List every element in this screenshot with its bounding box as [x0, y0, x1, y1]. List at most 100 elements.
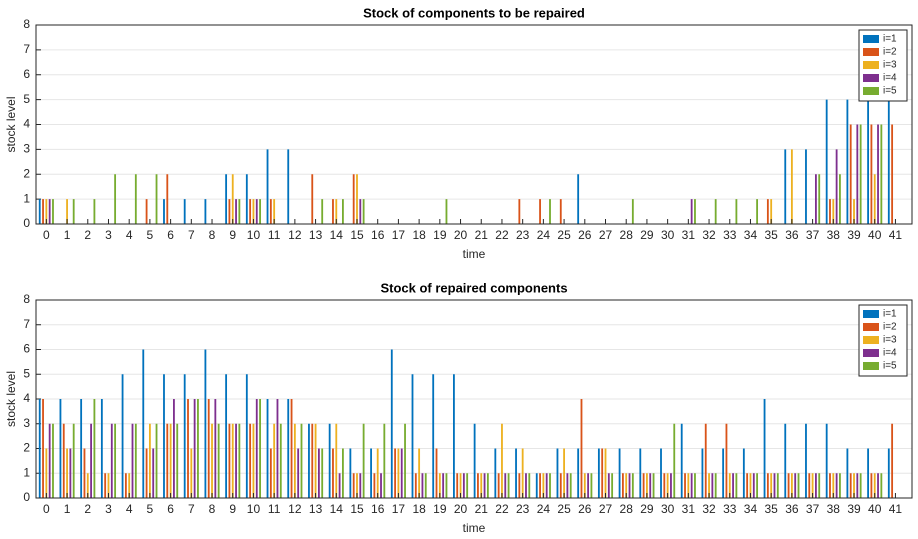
x-tick-label: 32 [702, 228, 716, 242]
bar [90, 423, 92, 498]
bar [486, 473, 489, 498]
x-tick-label: 22 [495, 228, 509, 242]
bar [421, 473, 424, 498]
bar [110, 423, 113, 498]
bar [373, 473, 376, 498]
bar [539, 199, 541, 224]
bar [114, 423, 117, 498]
bar [580, 399, 583, 498]
bar [839, 174, 841, 224]
bar [269, 199, 272, 224]
bar [607, 473, 610, 498]
bar [335, 199, 338, 224]
y-tick-label: 7 [23, 42, 30, 56]
y-axis-label: stock level [4, 96, 18, 152]
bar [870, 473, 873, 498]
bar [687, 473, 690, 498]
x-tick-label: 35 [764, 228, 778, 242]
bar [832, 473, 835, 498]
x-tick-label: 9 [229, 228, 236, 242]
bar [849, 124, 852, 224]
legend-label: i=5 [883, 86, 897, 97]
x-tick-label: 33 [723, 502, 737, 516]
bar [328, 423, 331, 498]
bar [501, 423, 503, 498]
x-tick-label: 20 [454, 228, 468, 242]
bar [853, 473, 855, 498]
bar [859, 124, 862, 224]
bar [701, 448, 704, 498]
bar [269, 448, 272, 498]
x-tick-label: 38 [827, 502, 841, 516]
x-tick-label: 39 [847, 228, 861, 242]
bar [187, 399, 189, 498]
bar [332, 448, 334, 498]
bar [649, 473, 652, 498]
bar [197, 399, 199, 498]
x-tick-label: 7 [188, 228, 195, 242]
bar [148, 423, 151, 498]
bar [100, 399, 103, 498]
bar [763, 399, 766, 498]
x-tick-label: 32 [702, 502, 716, 516]
x-tick-label: 4 [126, 502, 133, 516]
x-tick-label: 16 [371, 502, 385, 516]
bar [134, 174, 137, 224]
x-tick-label: 25 [557, 502, 571, 516]
bar [370, 448, 372, 498]
y-tick-label: 5 [23, 92, 30, 106]
bar [690, 199, 693, 224]
bar [873, 174, 876, 224]
bar [873, 473, 876, 498]
bar [231, 423, 234, 498]
bar [829, 199, 831, 224]
x-tick-label: 25 [557, 228, 571, 242]
legend-swatch [863, 61, 879, 69]
bar [846, 99, 849, 224]
bar [394, 448, 397, 498]
y-tick-label: 6 [23, 67, 30, 81]
x-tick-label: 7 [188, 502, 195, 516]
x-tick-label: 8 [209, 502, 216, 516]
bar [86, 473, 89, 498]
bar [631, 199, 634, 224]
bar [666, 473, 669, 498]
bar [145, 199, 148, 224]
x-tick-label: 30 [661, 228, 675, 242]
bar [52, 423, 54, 498]
bar [577, 174, 580, 224]
x-tick-label: 17 [392, 502, 406, 516]
bar [670, 473, 672, 498]
x-tick-label: 15 [350, 502, 364, 516]
bar [590, 473, 593, 498]
x-tick-label: 18 [412, 502, 426, 516]
bar [341, 448, 344, 498]
legend-swatch [863, 310, 879, 318]
bar [259, 199, 261, 224]
bar [287, 149, 290, 224]
bar [380, 473, 382, 498]
bar [445, 199, 448, 224]
bar [169, 423, 172, 498]
x-tick-label: 29 [640, 228, 654, 242]
bar [42, 199, 44, 224]
bar [255, 399, 258, 498]
y-tick-label: 8 [23, 292, 30, 306]
bar [849, 473, 852, 498]
x-tick-label: 27 [599, 502, 613, 516]
x-tick-label: 30 [661, 502, 675, 516]
bar [42, 399, 44, 498]
bar [445, 473, 448, 498]
bar [335, 423, 338, 498]
bar [790, 473, 793, 498]
bar [642, 473, 645, 498]
bar [273, 199, 276, 224]
legend-swatch [863, 74, 879, 82]
bar [293, 423, 296, 498]
legend-label: i=5 [883, 361, 897, 372]
bar [183, 374, 186, 498]
x-tick-label: 24 [537, 228, 551, 242]
bar [877, 473, 879, 498]
legend: i=1 i=2 i=3 i=4 i=5 [858, 304, 908, 377]
bar [131, 423, 134, 498]
